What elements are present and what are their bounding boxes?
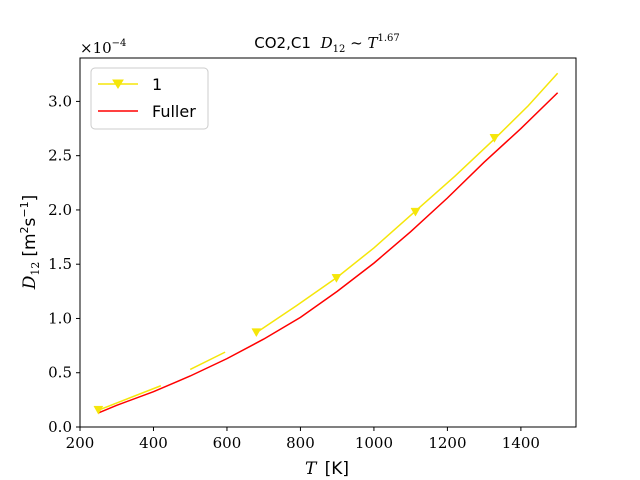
x-tick-label: 1400 xyxy=(502,434,540,452)
y-offset-text: ×10−4 xyxy=(80,38,126,57)
y-axis-label-unit: [m xyxy=(20,233,40,256)
series-1-marker xyxy=(251,328,262,338)
chart-title-exponent: 1.67 xyxy=(377,33,399,44)
y-tick-label: 1.0 xyxy=(48,309,72,327)
x-tick-label: 1200 xyxy=(428,434,466,452)
series-1-marker xyxy=(331,274,342,283)
x-axis-label-unit: [K] xyxy=(325,459,349,479)
x-tick-label: 400 xyxy=(139,434,168,452)
legend-label-series-1: 1 xyxy=(152,75,162,94)
y-axis-label-unit-sup2: −1 xyxy=(18,201,31,217)
x-tick-label: 800 xyxy=(286,434,315,452)
series-1-line xyxy=(255,72,559,334)
legend: 1 Fuller xyxy=(90,67,209,130)
y-axis: 0.0 0.5 1.0 1.5 2.0 2.5 3.0 xyxy=(48,92,80,436)
chart-title-formula-sub: 12 xyxy=(333,44,346,55)
y-tick-label: 1.5 xyxy=(48,255,72,273)
series-1-line xyxy=(98,385,162,411)
y-axis-label-unit-end: ] xyxy=(20,195,40,202)
x-axis-label: T [K] xyxy=(305,459,349,479)
y-tick-label: 2.5 xyxy=(48,147,72,165)
chart-title-main: CO2,C1 xyxy=(254,34,311,52)
chart-title: CO2,C1 D12 ~ T1.67 xyxy=(254,33,400,55)
y-offset-exp: −4 xyxy=(112,38,127,49)
series-1-marker xyxy=(93,405,104,415)
x-axis: 200 400 600 800 1000 1200 1400 xyxy=(66,427,540,452)
y-tick-label: 3.0 xyxy=(48,92,72,110)
x-tick-label: 1000 xyxy=(355,434,393,452)
x-axis-label-var: T xyxy=(305,459,318,479)
series-1-marker xyxy=(410,207,421,217)
chart-title-relation: ~ T xyxy=(345,34,378,52)
y-tick-label: 2.0 xyxy=(48,201,72,219)
series-fuller-line xyxy=(98,92,559,414)
y-axis-label: D12 [m2s−1] xyxy=(18,195,42,291)
legend-marker-series-1 xyxy=(112,79,124,89)
y-axis-label-unit-sup: 2 xyxy=(18,226,31,233)
y-tick-label: 0.5 xyxy=(48,364,72,382)
plot-frame xyxy=(79,57,577,428)
y-axis-label-var: D xyxy=(20,275,40,290)
series-layer xyxy=(93,72,559,415)
y-tick-label: 0.0 xyxy=(48,418,72,436)
x-tick-label: 200 xyxy=(66,434,95,452)
y-offset-base: ×10 xyxy=(80,39,112,57)
chart-title-formula: D xyxy=(320,34,333,52)
y-axis-label-unit-mid: s xyxy=(20,217,40,226)
legend-label-fuller: Fuller xyxy=(152,102,196,121)
series-1-marker xyxy=(489,134,500,143)
x-tick-label: 600 xyxy=(213,434,242,452)
y-axis-label-sub: 12 xyxy=(29,262,42,276)
series-1-line xyxy=(189,351,226,371)
